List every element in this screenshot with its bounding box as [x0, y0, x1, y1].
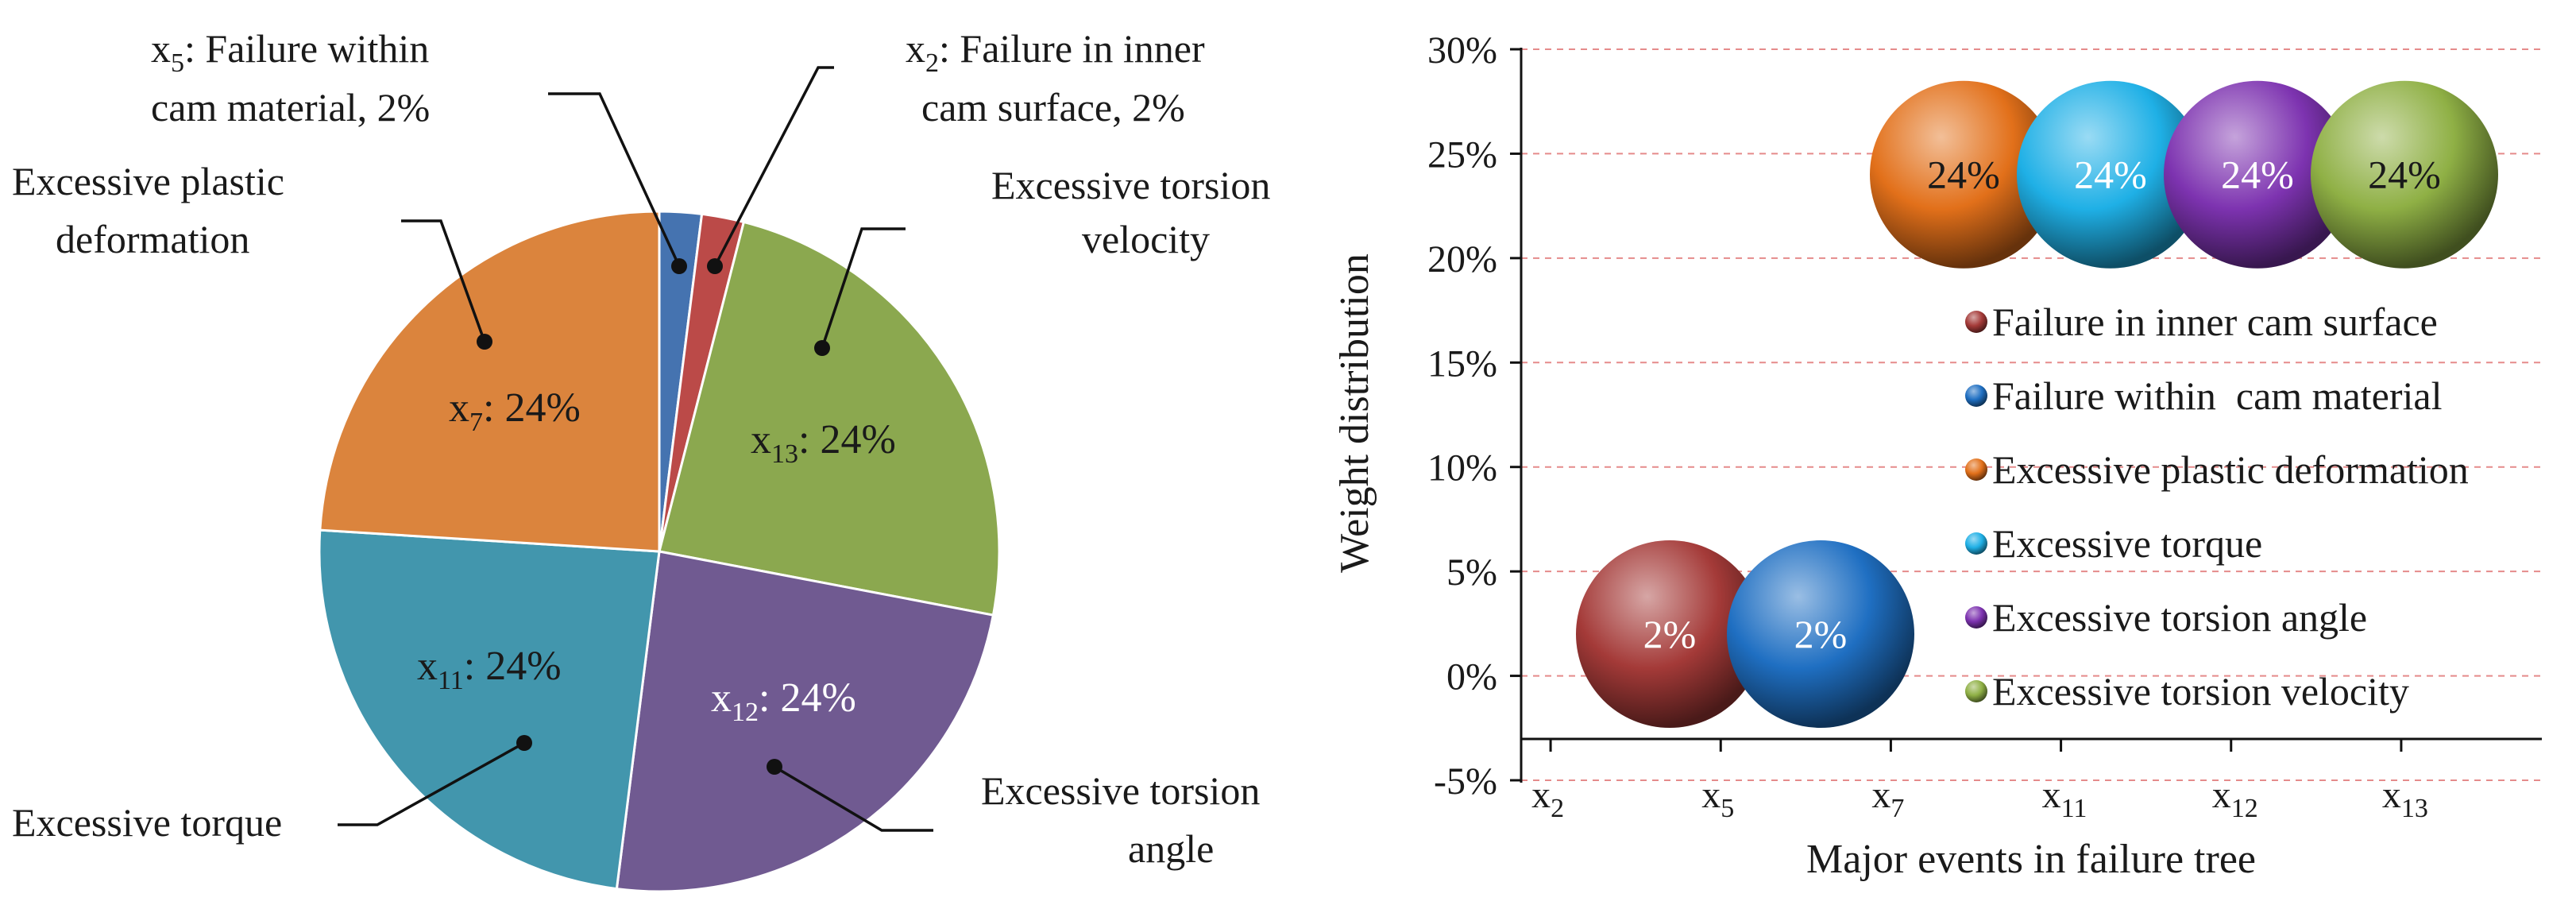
legend-marker — [1965, 606, 1987, 629]
callout-dot-x13 — [814, 340, 830, 356]
pie-slices — [318, 210, 1001, 893]
x-tick-label: x13 — [2382, 774, 2428, 823]
y-tick-label: 20% — [1427, 238, 1497, 280]
y-tick-label: 10% — [1427, 447, 1497, 489]
legend-label-x5: Failure within cam material — [1992, 373, 2442, 418]
bubble-3 — [1870, 80, 2057, 269]
bubble-5 — [2164, 80, 2351, 269]
callout-line-x12 — [774, 765, 933, 832]
callout-line-x11 — [338, 741, 525, 826]
legend: Failure in inner cam surface Failure wit… — [1965, 300, 2469, 714]
callout-line-x5 — [548, 92, 681, 267]
legend-markers — [1965, 311, 1987, 702]
legend-label-x2: Failure in inner cam surface — [1992, 300, 2438, 344]
callout-dot-x7 — [477, 334, 492, 350]
bubble-1 — [1576, 540, 1763, 728]
bubble-2 — [1727, 540, 1914, 728]
callout-x5-line1: x5: Failure within — [151, 26, 429, 78]
callout-lines — [338, 66, 933, 832]
callout-line-x7 — [401, 219, 486, 342]
slice-label-x12: x12: 24% — [711, 675, 856, 727]
callout-dot-x12 — [767, 759, 782, 775]
callout-dot-x11 — [516, 735, 532, 751]
y-tick-label: 5% — [1446, 551, 1497, 594]
pie-chart: x7: 24% x13: 24% x11: 24% x12: 24% — [12, 26, 1270, 893]
legend-marker — [1965, 680, 1987, 702]
y-tick-label: -5% — [1434, 760, 1497, 803]
bubble-chart: 30% 25% 20% 15% 10% 5% 0% -5% x2 x5 x7 x11 x12 x13 W… — [1332, 29, 2542, 882]
x-axis-title: Major events in failure tree — [1806, 837, 2256, 882]
slice-label-x13: x13: 24% — [751, 417, 896, 469]
bubble-label: 24% — [2368, 153, 2441, 197]
y-tick-label: 30% — [1427, 29, 1497, 72]
callout-x7-line2: deformation — [56, 217, 249, 261]
y-tick-label: 25% — [1427, 133, 1497, 176]
bubble-6 — [2311, 80, 2498, 269]
x-tick-label: x11 — [2042, 774, 2087, 823]
callout-dot-x2 — [707, 258, 723, 274]
callout-x12-line1: Excessive torsion — [981, 768, 1260, 813]
y-axis-title: Weight distribution — [1332, 253, 1377, 573]
x-tick-label: x5 — [1701, 774, 1734, 823]
pie-slice-x7 — [319, 210, 661, 553]
pie-slice-x13 — [658, 220, 1001, 617]
bubble-label: 24% — [2221, 153, 2294, 197]
callout-x12-line2: angle — [1128, 826, 1214, 871]
callout-x7-line1: Excessive plastic — [12, 159, 284, 203]
legend-marker — [1965, 385, 1987, 407]
slice-label-x11: x11: 24% — [417, 644, 562, 695]
legend-label-x11: Excessive torque — [1992, 521, 2262, 566]
bubble-label: 24% — [1927, 153, 2000, 197]
y-axis-ticks: 30% 25% 20% 15% 10% 5% 0% -5% — [1427, 29, 1521, 803]
legend-label-x13: Excessive torsion velocity — [1992, 669, 2409, 714]
callout-dots — [477, 258, 830, 775]
pie-slice-x11 — [318, 528, 661, 891]
y-tick-label: 15% — [1427, 342, 1497, 385]
bubbles: 2% 2% 24% 24% 24% 24% — [1576, 80, 2498, 728]
callout-x2-line1: x2: Failure in inner — [906, 26, 1205, 78]
callout-x5-line2: cam material, 2% — [151, 85, 430, 130]
bubble-4 — [2017, 80, 2204, 269]
legend-label-x12: Excessive torsion angle — [1992, 595, 2367, 640]
legend-marker — [1965, 532, 1987, 555]
pie-slice-x12 — [615, 550, 995, 893]
slice-label-x7: x7: 24% — [449, 385, 581, 437]
callout-line-x2 — [713, 66, 834, 267]
callout-x2-line2: cam surface, 2% — [921, 85, 1185, 130]
bubble-label: 2% — [1794, 612, 1848, 656]
x-tick-label: x2 — [1531, 774, 1564, 823]
bubble-label: 2% — [1643, 612, 1697, 656]
legend-marker — [1965, 458, 1987, 481]
callout-x11-line1: Excessive torque — [12, 800, 282, 845]
legend-label-x7: Excessive plastic deformation — [1992, 447, 2469, 492]
callout-line-x13 — [821, 227, 906, 349]
bubble-label: 24% — [2074, 153, 2147, 197]
x-tick-label: x7 — [1871, 774, 1904, 823]
y-tick-label: 0% — [1446, 656, 1497, 698]
x-tick-label: x12 — [2212, 774, 2258, 823]
callout-x13-line1: Excessive torsion — [991, 163, 1270, 207]
callout-x13-line2: velocity — [1082, 217, 1210, 261]
legend-marker — [1965, 311, 1987, 333]
x-axis-ticks: x2 x5 x7 x11 x12 x13 — [1531, 739, 2428, 823]
callout-dot-x5 — [671, 258, 687, 274]
